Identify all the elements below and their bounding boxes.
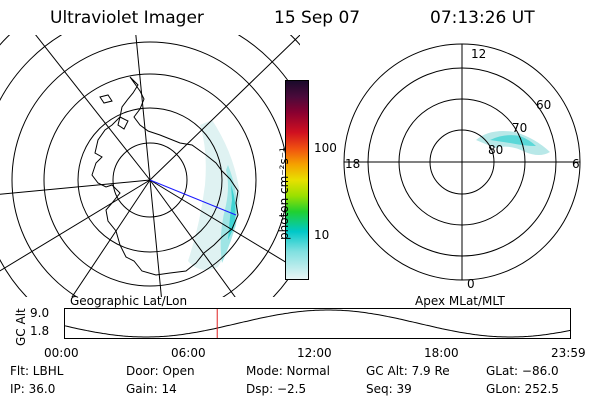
xtick-2359: 23:59 <box>551 346 586 360</box>
altitude-ytick-1-8: 1.8 <box>30 324 50 338</box>
altitude-ylabel: GC Alt <box>14 308 28 346</box>
colorbar-tick-100: 100 <box>314 141 337 155</box>
xtick-0000: 00:00 <box>44 346 79 360</box>
colorbar-tick-10: 10 <box>314 228 330 242</box>
info-gc-alt: GC Alt: 7.9 Re <box>366 364 450 378</box>
mlt-axes <box>344 44 580 280</box>
altitude-plot <box>64 308 572 339</box>
info-gain: Gain: 14 <box>126 382 177 396</box>
mlt-label-6: 6 <box>572 157 580 171</box>
info-door: Door: Open <box>126 364 195 378</box>
info-mode: Mode: Normal <box>246 364 330 378</box>
mlt-label-12: 12 <box>471 47 486 61</box>
date-label: 15 Sep 07 <box>274 8 361 28</box>
xtick-1200: 12:00 <box>297 346 332 360</box>
xtick-1800: 18:00 <box>424 346 459 360</box>
app-title: Ultraviolet Imager <box>50 8 204 28</box>
colorbar-label: photon cm⁻²s⁻¹ <box>277 147 291 240</box>
apex-mlat-mlt-plot: 12 18 6 0 60 70 80 <box>343 43 581 290</box>
latitude-circles <box>0 35 300 297</box>
info-dsp: Dsp: −2.5 <box>246 382 307 396</box>
info-flt: Flt: LBHL <box>10 364 64 378</box>
geographic-map <box>0 35 300 297</box>
altitude-curve <box>64 309 572 338</box>
mlat-label-80: 80 <box>488 143 503 157</box>
mlat-label-60: 60 <box>536 98 551 112</box>
info-ip: IP: 36.0 <box>10 382 56 396</box>
mlt-label-0: 0 <box>467 277 475 290</box>
longitude-lines <box>0 35 300 297</box>
view-line <box>149 179 237 216</box>
mlat-label-70: 70 <box>512 121 527 135</box>
right-panel-label: Apex MLat/MLT <box>415 294 505 308</box>
time-label: 07:13:26 UT <box>430 8 535 28</box>
xtick-0600: 06:00 <box>171 346 206 360</box>
info-glat: GLat: −86.0 <box>486 364 559 378</box>
altitude-ytick-9: 9.0 <box>30 306 50 320</box>
auroral-oval <box>476 131 550 155</box>
left-panel-label: Geographic Lat/Lon <box>70 294 188 308</box>
info-glon: GLon: 252.5 <box>486 382 559 396</box>
colorbar <box>285 80 309 280</box>
mlt-label-18: 18 <box>345 157 360 171</box>
info-seq: Seq: 39 <box>366 382 412 396</box>
coastline <box>91 76 239 276</box>
